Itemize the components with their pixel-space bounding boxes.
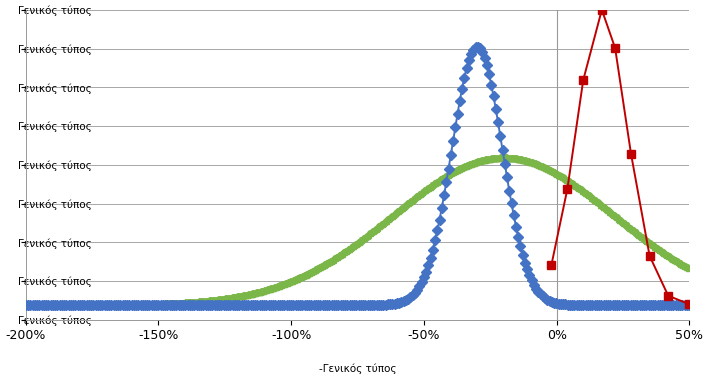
- Text: -Γενικός τύπος: -Γενικός τύπος: [319, 363, 396, 373]
